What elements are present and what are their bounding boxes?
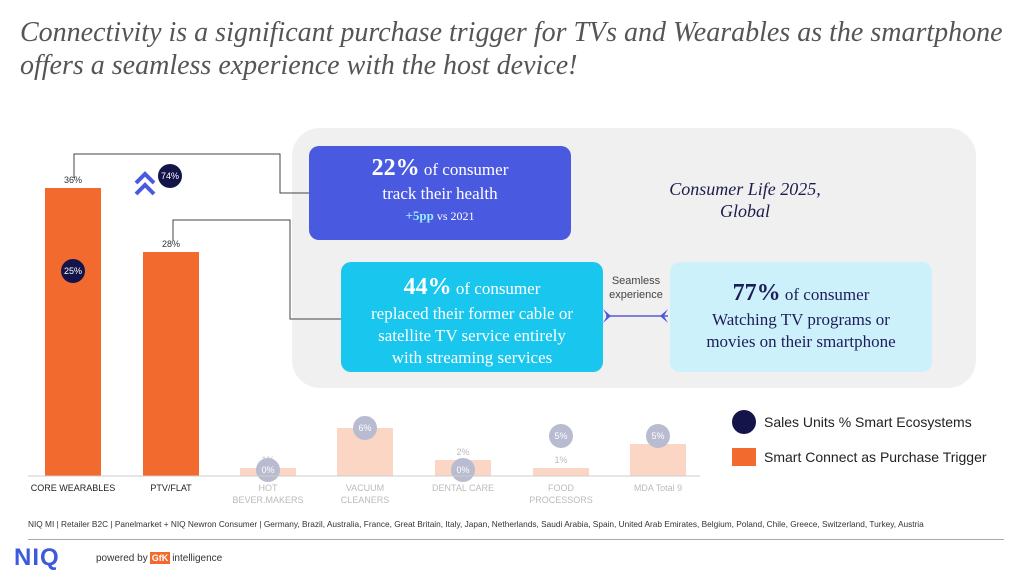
consumer-life-label: Consumer Life 2025, Global [645, 178, 845, 222]
legend-bar-swatch [732, 448, 756, 466]
bar-5 [533, 468, 589, 476]
health-pct: 22% [371, 155, 420, 181]
health-card: 22% of consumer track their health +5pp … [309, 146, 571, 240]
legend-circle-swatch [732, 410, 756, 434]
bar-6 [630, 444, 686, 476]
seamless-line1: Seamless [611, 275, 661, 287]
streaming-text2: replaced their former cable or [371, 304, 573, 323]
smartphone-card: 77% of consumer Watching TV programs or … [670, 262, 932, 372]
niq-logo: NIQ [14, 544, 60, 571]
legend: Sales Units % Smart Ecosystems Smart Con… [732, 410, 987, 480]
powered-by-text: powered by [96, 552, 148, 564]
category-label-3-1: CLEANERS [341, 495, 390, 505]
ecosystem-circle-6 [646, 424, 670, 448]
streaming-text3: satellite TV service entirely [378, 326, 566, 345]
streaming-card: 44% of consumer replaced their former ca… [341, 262, 603, 372]
category-label-5-1: PROCESSORS [529, 495, 593, 505]
bar-1 [143, 252, 199, 476]
footer-divider [28, 539, 1004, 540]
ecosystem-label-5: 5% [554, 431, 567, 441]
seamless-line2: experience [609, 289, 663, 301]
health-text1: of consumer [419, 160, 509, 179]
category-label-1-0: PTV/FLAT [150, 483, 192, 493]
ecosystem-label-3: 6% [358, 423, 371, 433]
health-delta: +5pp [405, 208, 434, 223]
source-note: NIQ MI | Retailer B2C | Panelmarket + NI… [28, 519, 924, 529]
powered-by: powered by GfK intelligence [96, 552, 222, 564]
consumer-life-line1: Consumer Life 2025, [669, 179, 821, 199]
consumer-life-line2: Global [719, 201, 770, 221]
bar-label-0: 36% [64, 175, 82, 185]
bar-label-5: 1% [554, 455, 567, 465]
category-label-2-0: HOT [259, 483, 279, 493]
smartphone-text2: Watching TV programs or [712, 310, 890, 329]
bar-label-1: 28% [162, 239, 180, 249]
streaming-text4: with streaming services [391, 348, 553, 367]
legend-bar-label: Smart Connect as Purchase Trigger [764, 449, 987, 465]
category-label-5-0: FOOD [548, 483, 574, 493]
gfk-logo: GfK [149, 552, 171, 564]
category-label-4-0: DENTAL CARE [432, 483, 494, 493]
health-delta-suffix: vs 2021 [433, 209, 475, 223]
intelligence-text: intelligence [172, 552, 223, 564]
category-label-2-1: BEVER.MAKERS [232, 495, 303, 505]
category-label-6-0: MDA Total 9 [634, 483, 682, 493]
ecosystem-circle-5 [549, 424, 573, 448]
connector-ptv [172, 219, 341, 320]
callout-badge-label: 74% [161, 171, 179, 181]
streaming-text1: of consumer [451, 279, 541, 298]
smartphone-text1: of consumer [780, 285, 870, 304]
seamless-right-arrow-icon [660, 309, 668, 323]
page-title: Connectivity is a significant purchase t… [20, 17, 1003, 81]
category-label-3-0: VACUUM [346, 483, 384, 493]
bar-0 [45, 188, 101, 476]
callout-badge-circle [158, 164, 182, 188]
ecosystem-circle-3 [353, 416, 377, 440]
ecosystem-label-0: 25% [64, 266, 82, 276]
ecosystem-label-2: 0% [261, 465, 274, 475]
smartphone-pct: 77% [732, 280, 781, 306]
ecosystem-label-4: 0% [456, 465, 469, 475]
seamless-left-arrow-icon [603, 309, 611, 323]
legend-circle-label: Sales Units % Smart Ecosystems [764, 414, 972, 430]
legend-item-circle: Sales Units % Smart Ecosystems [732, 410, 987, 434]
seamless-label: Seamless experience [603, 274, 669, 302]
smartphone-text3: movies on their smartphone [706, 332, 896, 351]
category-label-0-0: CORE WEARABLES [31, 483, 116, 493]
health-text2: track their health [382, 184, 498, 203]
ecosystem-label-6: 5% [651, 431, 664, 441]
ecosystem-circle-0 [61, 259, 85, 283]
streaming-pct: 44% [403, 274, 452, 300]
legend-item-bar: Smart Connect as Purchase Trigger [732, 448, 987, 466]
bar-label-4: 2% [456, 447, 469, 457]
connector-wearables [73, 153, 309, 194]
double-chevron-up-icon [134, 171, 156, 196]
